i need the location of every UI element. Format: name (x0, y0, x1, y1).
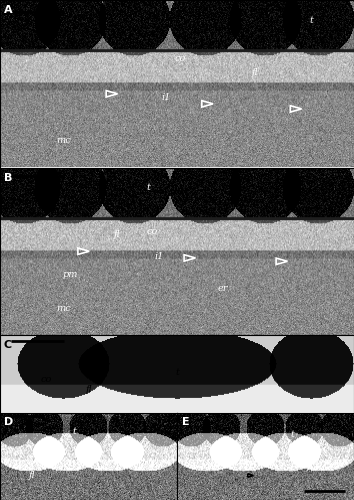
Text: E: E (182, 417, 190, 427)
Text: co: co (53, 448, 64, 456)
Text: t: t (290, 430, 294, 439)
Text: co: co (147, 226, 158, 235)
Text: i1: i1 (162, 92, 171, 102)
Text: B: B (4, 172, 12, 182)
Text: t: t (73, 427, 76, 436)
Text: fl: fl (306, 462, 313, 471)
Text: t: t (147, 183, 150, 192)
Text: co: co (175, 54, 186, 63)
Text: D: D (4, 417, 13, 427)
Text: fl: fl (28, 471, 35, 480)
Text: mc: mc (56, 136, 71, 145)
Text: t: t (310, 16, 313, 24)
Text: mc: mc (56, 304, 71, 312)
Text: C: C (4, 340, 12, 350)
Text: i1: i1 (155, 252, 164, 261)
Text: t: t (175, 368, 179, 376)
Text: fl: fl (85, 385, 92, 394)
Text: fl: fl (113, 230, 120, 239)
Text: pm: pm (63, 270, 79, 279)
Text: fl: fl (251, 68, 258, 76)
Text: A: A (4, 5, 12, 15)
Text: er: er (218, 284, 228, 292)
Text: co: co (221, 443, 232, 452)
Text: co: co (40, 376, 52, 384)
